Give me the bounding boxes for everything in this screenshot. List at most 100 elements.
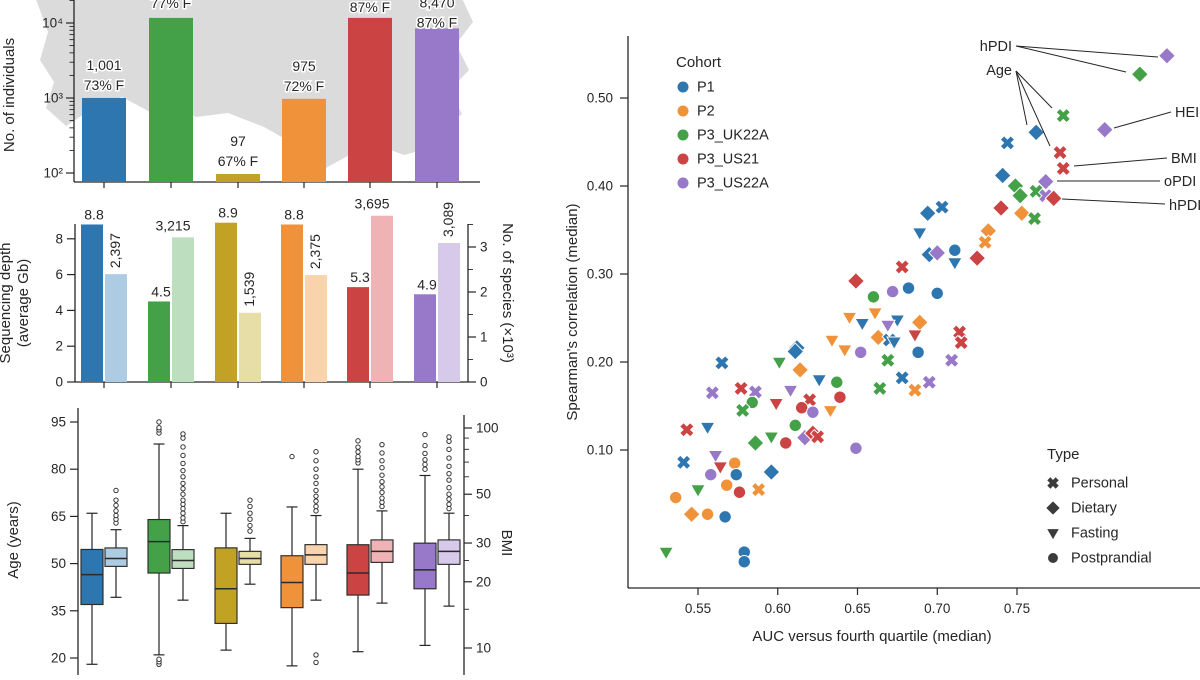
age-tick-label: 95 (51, 414, 66, 429)
scatter-point-UK-x (1026, 210, 1043, 227)
scatter-point-US21-t (768, 398, 785, 412)
individuals-bar-2 (149, 17, 193, 182)
bar-count-label: 72% F (284, 78, 324, 94)
depth-value-label: 8.8 (84, 206, 104, 222)
depth-value-label: 4.5 (151, 283, 171, 299)
scatter-xlabel: AUC versus fourth quartile (median) (752, 628, 991, 645)
depth-value-label: 5.3 (350, 269, 370, 285)
panel-depth-species: 0246801238.82,3974.53,2158.91,5398.82,37… (0, 194, 516, 389)
scatter-point-P2-d (869, 328, 888, 347)
bar-count-label: 8,470 (419, 0, 454, 10)
age-tick-label: 50 (51, 556, 66, 571)
annotation-line (1015, 70, 1028, 126)
species-bar-1 (105, 274, 127, 382)
scatter-point-P1-t (699, 421, 716, 436)
species-value-label: 3,695 (354, 196, 389, 212)
depth-value-label: 4.9 (417, 276, 437, 292)
scatter-point-US22-t (707, 449, 724, 464)
scatter-point-P1-x (999, 135, 1016, 151)
scatter-point-US22-x (943, 352, 960, 369)
scatter-point-US21-t (906, 329, 923, 344)
bmi-2-outlier (180, 515, 186, 521)
bmi-1-outlier (113, 508, 119, 514)
cohort-legend-label: P3_UK22A (697, 128, 769, 144)
scatter-point-US21-d (968, 249, 987, 268)
scatter-point-UK-x (1055, 107, 1072, 124)
annotation-label: Age (986, 63, 1012, 79)
age-6-outlier (422, 457, 428, 463)
y-tick-label: 10³ (43, 91, 63, 106)
annotation-label: BMI (1171, 151, 1197, 167)
bmi-5-outlier (379, 495, 385, 501)
type-legend-label: Personal (1071, 476, 1128, 492)
scatter-point-UK-t (658, 546, 675, 561)
bmi-2-outlier (180, 460, 186, 467)
bmi-5-outlier (379, 489, 385, 496)
type-legend-label: Postprandial (1071, 551, 1152, 567)
panel-b-ylabel-right: No. of species (×10³) (499, 223, 516, 363)
scatter-point-UK-d (1011, 186, 1030, 205)
age-5-outlier (355, 449, 361, 455)
cohort-legend-label: P3_US22A (697, 176, 769, 192)
y-tick-label: 10⁴ (42, 16, 63, 31)
individuals-bar-6 (415, 28, 459, 182)
depth-tick-label: 2 (55, 339, 63, 354)
scatter-point-US22-c (853, 345, 868, 360)
bmi-3-outlier (247, 497, 253, 503)
bmi-2-outlier (180, 431, 186, 437)
scatter-point-P1-c (948, 243, 962, 257)
age-4-outlier (289, 453, 295, 460)
bmi-1-outlier (113, 487, 119, 494)
depth-tick-label: 6 (55, 267, 63, 282)
scatter-point-P1-t (811, 374, 828, 389)
age-tick-label: 35 (51, 603, 66, 618)
bmi-2-outlier (180, 452, 186, 459)
bmi-1-outlier (113, 512, 119, 519)
age-5-box (346, 544, 370, 596)
bmi-6-outlier (446, 470, 452, 477)
bmi-6-outlier (446, 446, 452, 453)
depth-bar-5 (347, 287, 369, 382)
scatter-point-UK-t (689, 484, 707, 499)
scatter-point-US22-t (782, 384, 799, 399)
bmi-6-outlier (446, 455, 452, 461)
depth-tick-label: 4 (55, 303, 63, 318)
bmi-4-outlier (313, 480, 319, 487)
bmi-6-outlier (446, 434, 452, 440)
depth-tick-label: 8 (55, 231, 63, 246)
scatter-point-P2-t (841, 311, 858, 326)
x-tick-label: 0.65 (844, 601, 870, 616)
annotation-line (1015, 45, 1127, 73)
bmi-4-outlier (313, 449, 319, 455)
bmi-4-outlier (313, 458, 319, 464)
scatter-point-US21-d (1044, 189, 1063, 208)
scatter-point-US21-t (712, 461, 729, 476)
bmi-tick-label: 10 (476, 641, 491, 656)
bar-count-label: 67% F (218, 153, 258, 169)
bmi-tick-label: 30 (476, 536, 491, 551)
cohort-swatch-P1 (677, 81, 689, 93)
scatter-point-P2-t (866, 307, 884, 322)
age-3-box (214, 547, 238, 624)
bmi-2-outlier (180, 485, 186, 492)
scatter-point-US21-x (894, 259, 911, 275)
bmi-3-outlier (247, 516, 253, 522)
scatter-point-P2-c (668, 490, 683, 505)
scatter-point-US21-d (991, 198, 1011, 218)
bmi-2-outlier (180, 474, 186, 480)
depth-bar-3 (215, 222, 237, 382)
scatter-point-P2-x (907, 382, 923, 399)
scatter-point-P1-t (946, 257, 963, 272)
scatter-point-P1-t (886, 336, 903, 351)
age-2-outlier (156, 419, 162, 425)
scatter-ylabel: Spearman's correlation (median) (564, 203, 581, 420)
scatter-point-US22-d (1095, 120, 1114, 139)
bmi-5-outlier (379, 458, 385, 464)
panel-c-ylabel-right: BMI (498, 530, 515, 557)
age-6-outlier (422, 466, 428, 472)
x-tick-label: 0.60 (765, 601, 791, 616)
bmi-4-outlier (313, 498, 319, 504)
bmi-tick-label: 20 (476, 574, 491, 589)
bmi-5-outlier (379, 479, 385, 485)
